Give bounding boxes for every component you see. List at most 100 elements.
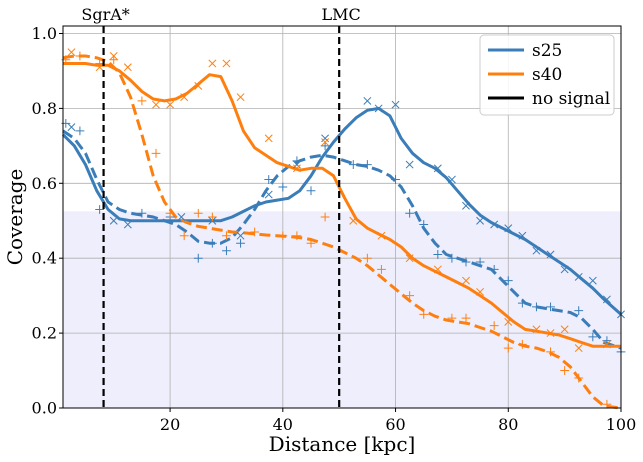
data-point xyxy=(602,336,612,345)
data-point xyxy=(222,246,231,256)
data-point xyxy=(489,321,499,331)
x-tick-label: 80 xyxy=(498,415,518,434)
legend-label: no signal xyxy=(532,89,610,109)
data-point xyxy=(207,212,217,222)
data-point xyxy=(321,138,330,147)
data-point xyxy=(363,96,372,105)
data-point xyxy=(152,100,160,109)
data-point xyxy=(405,254,414,263)
markers-s25 xyxy=(67,96,625,319)
data-point xyxy=(476,216,485,225)
data-point xyxy=(177,213,186,221)
data-point xyxy=(348,160,358,169)
data-point xyxy=(306,186,316,196)
data-point xyxy=(391,175,400,184)
plot-frame xyxy=(62,25,622,409)
data-point xyxy=(193,208,203,218)
data-point xyxy=(447,313,457,323)
data-point xyxy=(405,291,415,301)
data-point xyxy=(321,134,330,143)
data-point xyxy=(264,175,274,184)
data-point xyxy=(574,306,584,316)
data-point xyxy=(602,295,611,304)
data-point xyxy=(588,276,597,285)
data-point xyxy=(546,302,555,312)
data-point xyxy=(278,231,288,241)
reference-label: SgrA* xyxy=(81,5,129,24)
data-point xyxy=(349,216,358,225)
data-point xyxy=(462,276,470,285)
data-point xyxy=(109,216,118,225)
data-point xyxy=(475,257,485,267)
data-point xyxy=(292,156,302,166)
data-point xyxy=(391,100,400,109)
data-point xyxy=(377,231,386,240)
data-point xyxy=(504,317,513,326)
data-point xyxy=(419,220,429,229)
data-point xyxy=(518,231,527,240)
data-point xyxy=(560,325,569,334)
data-point xyxy=(574,272,583,281)
data-point xyxy=(165,208,175,218)
data-point xyxy=(574,344,583,353)
series-line-s40 xyxy=(63,62,621,348)
data-point xyxy=(461,257,471,267)
data-point xyxy=(207,238,217,248)
data-point xyxy=(532,246,541,255)
legend-label: s40 xyxy=(532,65,562,85)
data-point xyxy=(236,231,245,240)
data-point xyxy=(250,227,260,237)
data-point xyxy=(166,100,175,109)
data-point xyxy=(588,332,598,342)
data-point xyxy=(560,265,569,274)
data-point xyxy=(222,231,231,241)
data-point xyxy=(433,265,442,274)
data-point xyxy=(75,126,85,136)
data-point xyxy=(602,340,611,349)
data-point xyxy=(546,347,555,357)
legend-label: s25 xyxy=(532,41,562,61)
x-tick-label: 40 xyxy=(273,415,293,434)
y-tick-label: 0.0 xyxy=(32,399,57,418)
data-point xyxy=(476,287,485,296)
data-point xyxy=(180,93,189,102)
data-point xyxy=(208,59,217,68)
legend-box xyxy=(479,34,615,116)
data-point xyxy=(123,63,132,72)
data-point xyxy=(532,325,541,334)
data-point xyxy=(574,373,584,383)
data-point xyxy=(292,164,301,173)
y-tick-label: 0.4 xyxy=(32,249,57,268)
data-point xyxy=(278,182,288,192)
y-axis-label: Coverage xyxy=(3,169,27,266)
data-point xyxy=(264,134,273,143)
data-point xyxy=(194,81,203,90)
data-point xyxy=(362,160,372,169)
data-point xyxy=(236,93,245,102)
data-point xyxy=(374,104,383,113)
data-point xyxy=(517,298,527,308)
data-point xyxy=(151,148,161,158)
data-point xyxy=(67,123,76,132)
x-tick-label: 100 xyxy=(606,415,637,434)
reference-label: LMC xyxy=(322,5,361,24)
data-point xyxy=(503,276,513,286)
data-point xyxy=(419,309,429,319)
data-point xyxy=(490,220,499,229)
data-point xyxy=(137,96,147,106)
data-point xyxy=(320,141,330,151)
data-point xyxy=(362,253,372,263)
data-point xyxy=(377,265,386,274)
data-point xyxy=(222,59,231,68)
data-point xyxy=(123,220,132,229)
data-point xyxy=(602,399,612,409)
data-point xyxy=(137,208,147,218)
data-point xyxy=(489,265,499,274)
x-tick-label: 60 xyxy=(385,415,405,434)
data-point xyxy=(517,339,527,349)
data-point xyxy=(405,160,414,169)
data-point xyxy=(306,238,316,248)
y-tick-label: 1.0 xyxy=(32,24,57,43)
shaded-band xyxy=(63,211,621,408)
